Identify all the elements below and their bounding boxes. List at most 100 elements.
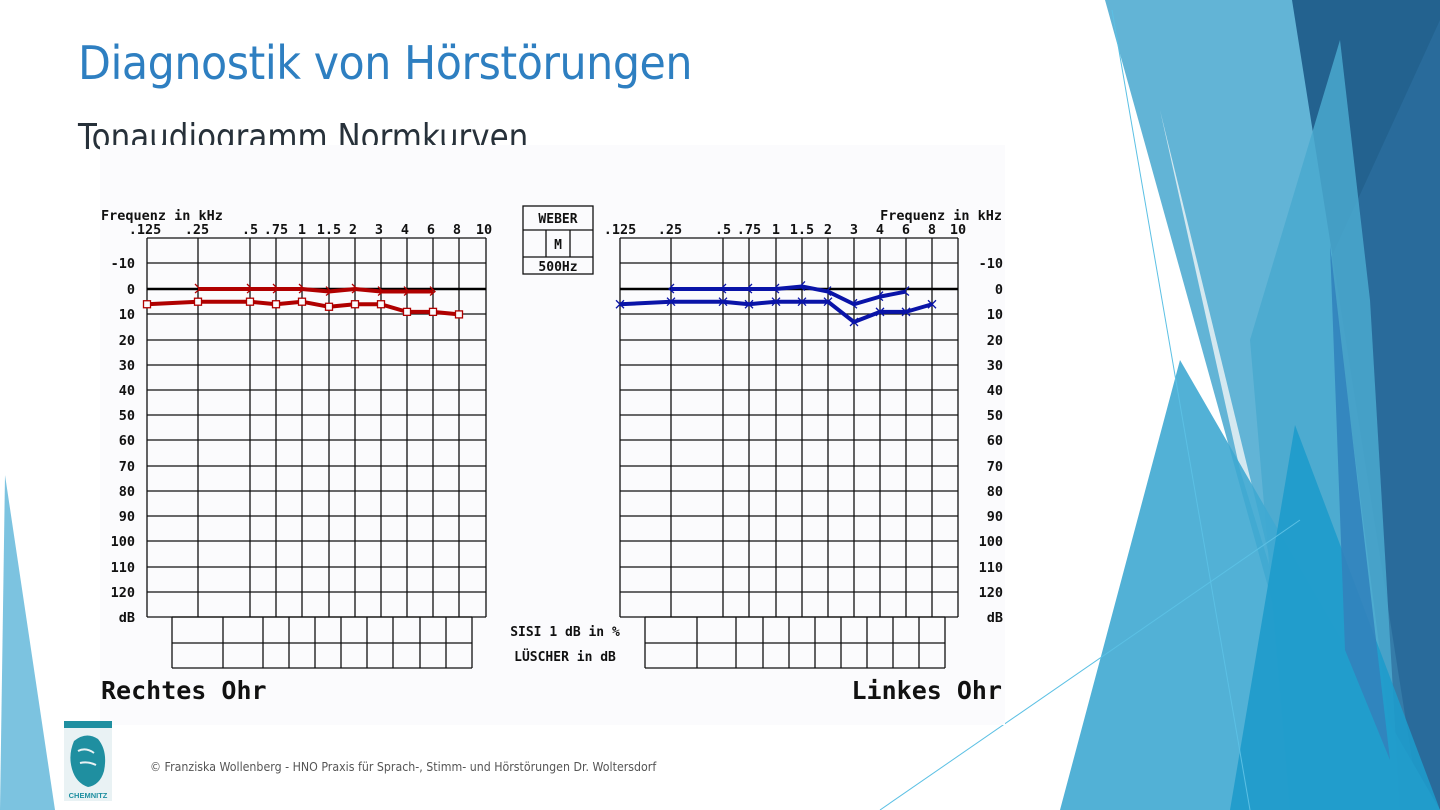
freq-tick-label: 10	[950, 222, 966, 238]
less-than-marker	[720, 283, 727, 294]
db-tick-label-right-ear: 60	[119, 433, 135, 449]
freq-tick-label: 6	[427, 222, 435, 238]
db-tick-label-right-ear: 80	[119, 484, 135, 500]
db-tick-label-right-ear: dB	[119, 610, 135, 626]
db-tick-label-right-ear: 0	[127, 282, 135, 298]
less-than-marker	[799, 281, 806, 291]
left-ear-label: Linkes Ohr	[851, 676, 1002, 705]
db-tick-label-left-ear: 10	[987, 307, 1003, 323]
less-than-marker	[668, 283, 675, 294]
greater-than-marker	[377, 286, 384, 297]
logo-label: CHEMNITZ	[69, 791, 108, 800]
square-marker	[193, 297, 203, 306]
db-tick-label-left-ear: 30	[987, 358, 1003, 374]
freq-tick-label: .25	[185, 222, 209, 238]
freq-tick-label: 2	[824, 222, 832, 238]
square-marker	[376, 300, 386, 309]
db-tick-label-left-ear: dB	[987, 610, 1003, 626]
db-tick-label-right-ear: 40	[119, 383, 135, 399]
right-ear-label: Rechtes Ohr	[101, 676, 267, 705]
db-tick-label-left-ear: 70	[987, 459, 1003, 475]
db-tick-label-left-ear: -10	[979, 256, 1003, 272]
freq-header-left-ear: Frequenz in kHz	[880, 208, 1002, 224]
freq-tick-label: 1	[772, 222, 780, 238]
left-ear-curve	[668, 281, 910, 309]
freq-tick-label: 3	[850, 222, 858, 238]
freq-tick-label: 4	[401, 222, 409, 238]
db-tick-label-right-ear: 10	[119, 307, 135, 323]
square-marker	[271, 300, 281, 309]
footer-copyright: © Franziska Wollenberg - HNO Praxis für …	[150, 760, 657, 774]
greater-than-marker	[298, 283, 305, 294]
luescher-label: LÜSCHER in dB	[514, 649, 616, 665]
freq-tick-label: .75	[264, 222, 288, 238]
weber-freq: 500Hz	[538, 260, 577, 275]
right-ear-sisi-luescher-table	[171, 616, 473, 669]
freq-tick-label: .5	[242, 222, 258, 238]
weber-title: WEBER	[538, 212, 577, 227]
freq-tick-label: 2	[349, 222, 357, 238]
freq-tick-label: 1.5	[790, 222, 814, 238]
freq-tick-label: 6	[902, 222, 910, 238]
greater-than-marker	[246, 283, 253, 294]
square-marker	[350, 300, 360, 309]
x-marker	[849, 317, 859, 327]
db-tick-label-left-ear: 90	[987, 509, 1003, 525]
left-ear-freq-labels: .125 .25 .5 .75 1 1.5 2 3 4 6 8 10	[604, 222, 966, 238]
freq-tick-label: .125	[129, 222, 162, 238]
weber-box: WEBER M 500Hz	[522, 205, 594, 275]
less-than-marker	[877, 291, 884, 302]
db-tick-label-left-ear: 120	[979, 585, 1003, 601]
greater-than-marker	[325, 286, 332, 297]
left-ear-curve	[615, 297, 937, 327]
greater-than-marker	[194, 283, 201, 294]
x-marker	[875, 307, 885, 317]
db-tick-label-right-ear: 20	[119, 333, 135, 349]
greater-than-marker	[403, 286, 410, 297]
greater-than-marker	[351, 283, 358, 294]
x-marker	[823, 297, 833, 307]
freq-tick-label: .125	[604, 222, 637, 238]
greater-than-marker	[272, 283, 279, 294]
freq-header-right-ear: Frequenz in kHz	[101, 208, 223, 224]
db-tick-label-left-ear: 100	[979, 534, 1003, 550]
square-marker	[428, 307, 438, 317]
x-marker	[771, 297, 781, 307]
db-tick-label-left-ear: 0	[995, 282, 1003, 298]
greater-than-marker	[429, 286, 436, 297]
sisi-label: SISI 1 dB in %	[510, 625, 620, 640]
square-marker	[297, 297, 307, 306]
x-marker	[718, 297, 728, 307]
x-marker	[901, 307, 911, 317]
slide-title: Diagnostik von Hörstörungen	[78, 36, 693, 90]
square-marker	[454, 310, 464, 319]
weber-value: M	[554, 238, 562, 253]
db-tick-label-left-ear: 110	[979, 560, 1003, 576]
x-marker	[927, 299, 937, 309]
db-tick-label-right-ear: 120	[111, 585, 135, 601]
freq-tick-label: .25	[658, 222, 682, 238]
db-tick-label-right-ear: 90	[119, 509, 135, 525]
db-tick-label-left-ear: 80	[987, 484, 1003, 500]
db-tick-label-right-ear: 110	[111, 560, 135, 576]
right-ear-freq-labels: .125 .25 .5 .75 1 1.5 2 3 4 6 8 10	[129, 222, 492, 238]
freq-tick-label: 4	[876, 222, 884, 238]
x-marker	[797, 297, 807, 307]
right-ear-curve	[194, 283, 436, 297]
right-ear-curve	[142, 297, 464, 319]
left-ear-sisi-luescher-table	[644, 616, 946, 669]
freq-tick-label: 10	[476, 222, 492, 238]
db-tick-label-left-ear: 40	[987, 383, 1003, 399]
db-tick-label-right-ear: 50	[119, 408, 135, 424]
x-marker	[615, 299, 625, 309]
db-tick-label-left-ear: 60	[987, 433, 1003, 449]
freq-tick-label: .5	[715, 222, 731, 238]
db-tick-label-right-ear: -10	[111, 256, 135, 272]
freq-tick-label: 3	[375, 222, 383, 238]
freq-tick-label: 8	[928, 222, 936, 238]
freq-tick-label: .75	[737, 222, 761, 238]
chemnitz-logo: CHEMNITZ	[64, 721, 112, 801]
x-marker	[666, 297, 676, 307]
square-marker	[142, 300, 152, 309]
